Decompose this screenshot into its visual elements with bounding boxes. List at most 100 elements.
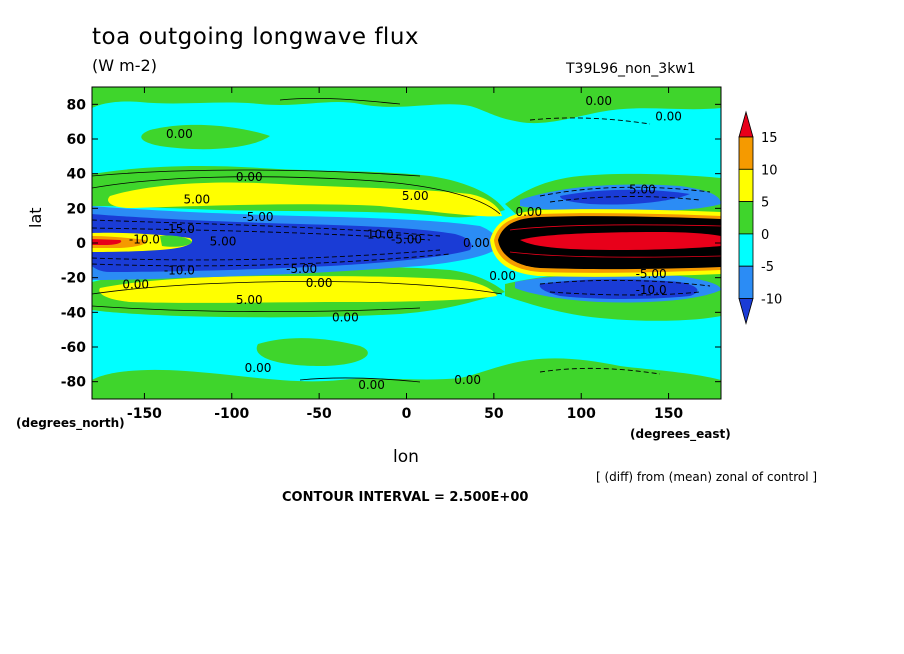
contour-label: -10.0 <box>636 283 667 297</box>
contour-label: 0.00 <box>655 109 682 123</box>
fill-blue-tropical-west <box>92 214 472 272</box>
contour-line <box>92 227 431 241</box>
contour-label: 0.00 <box>454 373 481 387</box>
contour-line <box>92 219 441 237</box>
contour-lines-dashed <box>92 117 711 375</box>
contour-interval: CONTOUR INTERVAL = 2.500E+00 <box>282 490 529 505</box>
contour-line <box>539 367 661 375</box>
diff-note: [ (diff) from (mean) zonal of control ] <box>596 470 818 484</box>
contour-line <box>92 253 451 267</box>
contour-label: -10.0 <box>164 264 195 278</box>
colorbar-label: 0 <box>761 228 769 243</box>
contour-label: 0.00 <box>332 311 359 325</box>
contour-label: 0.00 <box>166 127 193 141</box>
axis-tick-labels: -150 -100 -50 0 50 100 150 -80 -60 -40 -20 0 20 40 60 8… <box>61 97 684 422</box>
contour-label: 0.00 <box>236 170 263 184</box>
contour-line <box>92 305 421 313</box>
colorbar-bin <box>738 265 754 299</box>
contour-label: 5.00 <box>236 293 263 307</box>
axis-ticks <box>92 87 721 399</box>
x-unit-label: (degrees_east) <box>630 427 731 441</box>
contour-label: -5.00 <box>636 267 667 281</box>
contour-line <box>529 117 651 125</box>
colorbar-bottom-arrow <box>738 298 754 325</box>
colorbar-label: 5 <box>761 196 769 211</box>
fill-green-south-blob <box>256 338 368 366</box>
contour-label: -15.0 <box>164 222 195 236</box>
fill-red-east-core <box>520 232 721 250</box>
y-tick-label: 80 <box>67 97 87 113</box>
contour-label: -10.0 <box>129 233 160 247</box>
colorbar <box>738 110 754 325</box>
y-tick-label: 60 <box>67 132 87 148</box>
y-tick-label: -40 <box>61 305 87 321</box>
contour-line <box>539 279 711 287</box>
colorbar-label: -10 <box>761 293 782 308</box>
contour-line <box>509 251 721 258</box>
y-tick-label: -20 <box>61 271 87 287</box>
contour-label: -5.00 <box>286 262 317 276</box>
colorbar-bin <box>738 168 754 203</box>
y-tick-label: 20 <box>67 201 87 217</box>
contour-label: 0.00 <box>515 205 542 219</box>
contour-label: 5.00 <box>183 193 210 207</box>
x-tick-label: 100 <box>567 406 596 422</box>
fill-red-eq-west <box>92 239 122 245</box>
contour-lines <box>92 97 503 383</box>
y-tick-label: -80 <box>61 375 87 391</box>
x-tick-label: -150 <box>127 406 162 422</box>
contour-label: 0.00 <box>358 378 385 392</box>
colorbar-label: 10 <box>761 163 778 178</box>
run-label: T39L96_non_3kw1 <box>566 61 696 77</box>
colorbar-label: 15 <box>761 131 778 146</box>
fill-green-north-polar <box>92 87 721 124</box>
y-tick-label: 40 <box>67 167 87 183</box>
fill-green-north-blob <box>141 124 270 150</box>
contour-line <box>539 186 711 197</box>
contour-label: 5.00 <box>210 234 237 248</box>
contour-line <box>549 196 701 203</box>
fill-green-eq-west-a <box>160 235 192 247</box>
y-tick-label: 0 <box>76 236 86 252</box>
contour-label: 5.00 <box>629 182 656 196</box>
contour-lines-red <box>509 224 721 258</box>
fill-green-south-polar <box>92 358 721 399</box>
fill-yellow-south <box>99 276 497 303</box>
fill-blue-east-south <box>539 279 698 299</box>
colorbar-labels: 15 10 5 0 -5 -10 <box>761 131 782 308</box>
colorbar-bin <box>738 201 754 235</box>
contour-label: 0.00 <box>245 361 272 375</box>
x-tick-label: -50 <box>306 406 332 422</box>
contour-line <box>92 281 503 295</box>
contour-label: 0.00 <box>489 269 516 283</box>
contour-line <box>299 377 421 383</box>
contour-line <box>92 176 501 215</box>
x-tick-label: 0 <box>402 406 412 422</box>
colorbar-label: -5 <box>761 260 774 275</box>
contour-labels: 0.000.000.000.005.00 5.00 5.00-5.00 0.0010.… <box>122 94 682 392</box>
contour-line <box>549 291 701 296</box>
x-axis-label: lon <box>393 447 419 467</box>
x-tick-label: 150 <box>654 406 683 422</box>
fill-yellow-north <box>108 182 502 217</box>
colorbar-top-arrow <box>738 110 754 138</box>
contour-label: 0.00 <box>463 236 490 250</box>
fill-blue-east-north <box>560 189 690 205</box>
chart-units: (W m-2) <box>92 56 157 75</box>
contour-label: 10.0 <box>367 227 394 241</box>
chart-title: toa outgoing longwave flux <box>92 24 420 50</box>
contour-label: 0.00 <box>585 94 612 108</box>
x-tick-label: 50 <box>484 406 504 422</box>
contour-line <box>92 249 441 261</box>
contour-label: 0.00 <box>122 278 149 292</box>
contour-label: 0.00 <box>306 276 333 290</box>
contour-line <box>279 97 401 105</box>
x-tick-label: -100 <box>214 406 249 422</box>
colorbar-bin <box>738 136 754 170</box>
contour-line <box>92 169 421 177</box>
contour-label: -5.00 <box>242 210 273 224</box>
y-tick-label: -60 <box>61 340 87 356</box>
contour-fill-layer <box>92 87 721 399</box>
colorbar-bin <box>738 233 754 267</box>
